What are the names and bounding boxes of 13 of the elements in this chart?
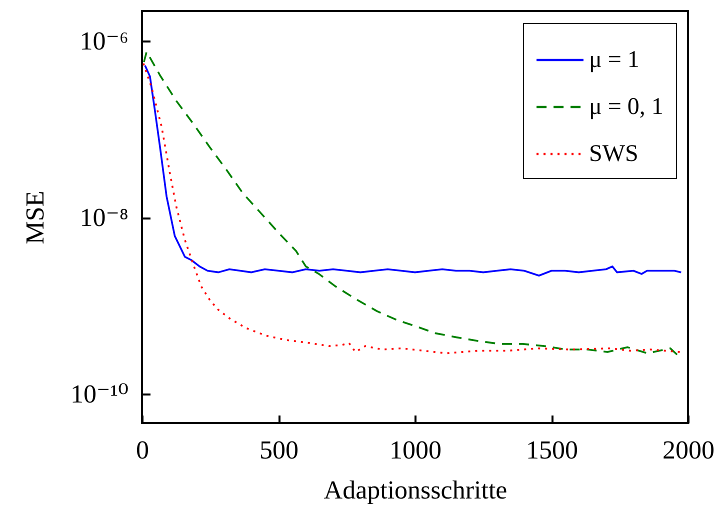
x-tick-label: 1500 [526, 436, 578, 464]
y-tick-label: 10⁻¹⁰ [70, 380, 128, 409]
x-axis-title: Adaptionsschritte [324, 476, 508, 504]
x-tick-label: 2000 [662, 436, 714, 464]
legend-label: μ = 1 [589, 47, 640, 73]
legend-label: μ = 0, 1 [589, 94, 664, 120]
y-tick-label: 10⁻⁶ [80, 26, 128, 56]
y-tick-label: 10⁻⁸ [80, 203, 128, 232]
x-tick-label: 1000 [390, 436, 442, 464]
x-tick-label: 0 [136, 436, 149, 464]
legend-label: SWS [589, 141, 638, 167]
y-axis-title: MSE [20, 190, 50, 244]
x-tick-label: 500 [260, 436, 298, 464]
